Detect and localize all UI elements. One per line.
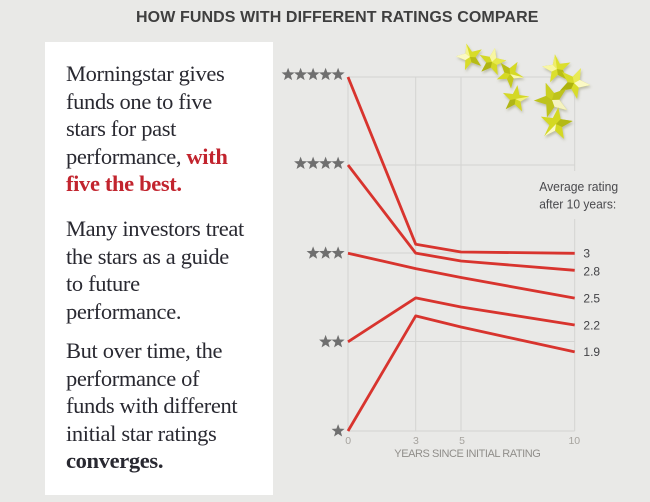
svg-text:3: 3 bbox=[583, 247, 590, 261]
svg-text:Average rating: Average rating bbox=[539, 180, 618, 194]
svg-text:2.2: 2.2 bbox=[583, 318, 600, 332]
svg-text:10: 10 bbox=[568, 435, 580, 447]
svg-text:3: 3 bbox=[413, 435, 419, 447]
svg-text:YEARS SINCE INITIAL RATING: YEARS SINCE INITIAL RATING bbox=[394, 448, 541, 460]
svg-text:0: 0 bbox=[345, 435, 351, 447]
svg-text:2.8: 2.8 bbox=[583, 264, 600, 278]
svg-text:2.5: 2.5 bbox=[583, 292, 600, 306]
svg-text:after 10 years:: after 10 years: bbox=[539, 198, 616, 212]
svg-text:5: 5 bbox=[459, 435, 465, 447]
svg-text:1.9: 1.9 bbox=[583, 345, 600, 359]
